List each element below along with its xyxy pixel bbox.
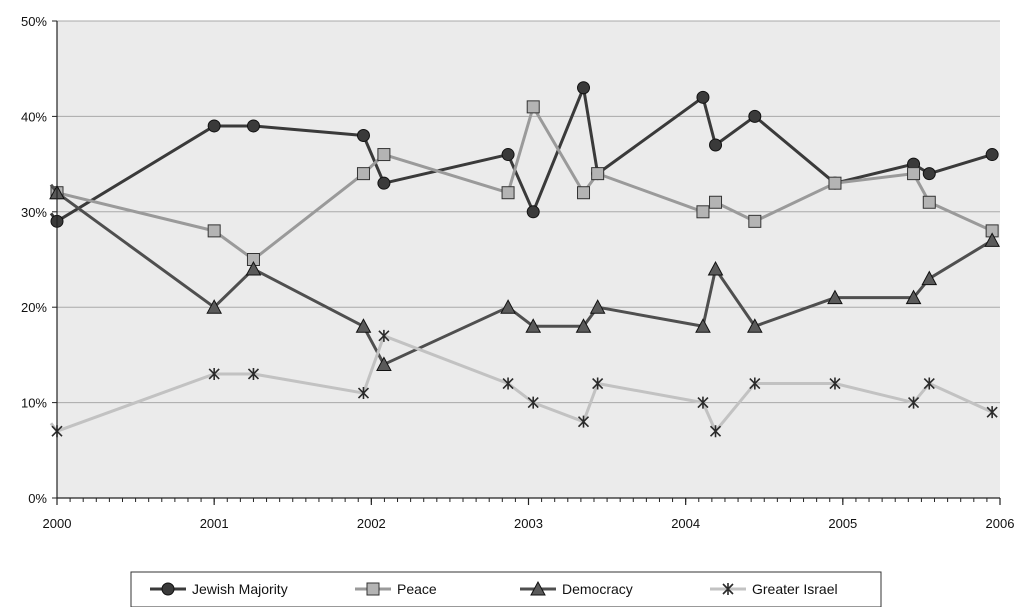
data-point: [355, 318, 372, 333]
data-point: [748, 214, 762, 228]
data-point: [206, 299, 223, 314]
data-point: [356, 167, 370, 181]
y-tick-label: 10%: [21, 396, 47, 411]
x-tick-label: 2002: [357, 516, 386, 531]
data-point: [376, 356, 392, 371]
data-point: [366, 582, 380, 596]
x-tick-label: 2006: [986, 516, 1015, 531]
data-point: [748, 109, 762, 123]
data-point: [245, 260, 262, 276]
legend-label: Democracy: [562, 581, 633, 597]
data-point: [591, 167, 605, 181]
data-point: [827, 289, 843, 305]
data-point: [577, 186, 591, 200]
data-point: [905, 289, 922, 305]
legend-label: Greater Israel: [752, 581, 838, 597]
data-point: [500, 299, 516, 314]
data-point: [161, 582, 175, 596]
data-point: [921, 270, 938, 286]
data-point: [577, 81, 591, 95]
data-point: [526, 100, 540, 114]
y-tick-label: 30%: [21, 205, 47, 220]
data-point: [377, 176, 391, 190]
legend: Jewish Majority Peace Democracy Greater Isr…: [130, 571, 882, 607]
data-point: [985, 148, 999, 162]
data-point: [577, 415, 590, 428]
data-point: [575, 318, 592, 333]
data-point: [922, 167, 936, 181]
legend-box: [130, 571, 882, 607]
data-point: [207, 224, 221, 238]
data-point: [746, 318, 763, 333]
data-point: [502, 377, 514, 390]
data-point: [709, 138, 723, 152]
x-tick-label: 2000: [43, 516, 72, 531]
data-point: [907, 167, 921, 181]
x-tick-label: 2005: [828, 516, 857, 531]
y-tick-label: 0%: [28, 491, 47, 506]
data-point: [208, 367, 220, 380]
series-democracy: [49, 183, 1000, 371]
data-point: [707, 260, 724, 276]
data-point: [530, 580, 546, 596]
data-point: [501, 148, 515, 162]
data-point: [246, 119, 260, 133]
data-point: [696, 90, 710, 104]
y-tick-label: 50%: [21, 14, 47, 29]
data-point: [986, 406, 998, 419]
x-tick-label: 2004: [671, 516, 700, 531]
data-point: [922, 195, 936, 209]
data-point: [749, 377, 761, 390]
legend-label: Jewish Majority: [192, 581, 288, 597]
data-point: [696, 205, 710, 219]
data-point: [356, 128, 370, 142]
data-point: [923, 377, 935, 390]
data-point: [592, 377, 604, 390]
data-point: [526, 205, 540, 219]
data-point: [589, 299, 606, 314]
data-point: [709, 425, 722, 438]
data-point: [527, 396, 539, 409]
data-point: [907, 396, 920, 409]
data-point: [378, 329, 390, 342]
data-point: [501, 186, 515, 200]
x-tick-label: 2001: [200, 516, 229, 531]
data-point: [709, 195, 723, 209]
data-point: [357, 387, 370, 400]
x-tick-label: 2003: [514, 516, 543, 531]
y-axis-ticks: 0% 10% 20% 30% 40% 50%: [21, 14, 57, 506]
legend-label: Peace: [397, 581, 437, 597]
series-jewish-majority: [49, 81, 999, 228]
data-point: [247, 367, 260, 380]
data-point: [722, 583, 734, 595]
data-point: [695, 318, 711, 333]
y-tick-label: 20%: [21, 300, 47, 315]
data-point: [377, 148, 391, 162]
data-point: [829, 377, 841, 390]
data-point: [207, 119, 221, 133]
y-tick-label: 40%: [21, 109, 47, 124]
data-point: [525, 318, 542, 333]
plot-area: [57, 21, 1000, 498]
x-axis-ticks: 2000 2001 2002 2003 2004 2005 2006: [43, 498, 1015, 531]
data-point: [828, 176, 842, 190]
data-point: [984, 232, 1000, 247]
data-point: [697, 396, 709, 409]
series-group: [49, 81, 1000, 438]
